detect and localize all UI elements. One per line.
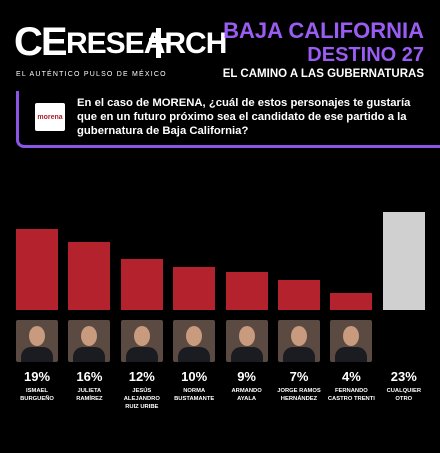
photo-head	[29, 326, 45, 346]
bar	[120, 258, 163, 310]
photo-head	[186, 326, 203, 346]
value-label: 9%	[237, 369, 256, 384]
photo-body	[335, 347, 368, 362]
photo-body	[283, 347, 315, 362]
bar	[382, 212, 425, 310]
category-label: NORMA BUSTAMANTE	[174, 388, 215, 402]
bar	[16, 229, 58, 310]
value-label: 4%	[341, 369, 361, 384]
category-label: ISMAEL BURGUEÑO	[20, 388, 54, 402]
tagline: EL AUTÉNTICO PULSO DE MÉXICO	[16, 71, 167, 78]
logo-research: RESEARCH	[66, 27, 227, 60]
value-label: 10%	[181, 369, 208, 384]
candidate-photo	[278, 320, 320, 362]
question-box	[16, 91, 440, 148]
photo-head	[238, 326, 255, 346]
bar	[330, 292, 373, 310]
logo-plus	[156, 28, 161, 58]
photo-body	[178, 347, 211, 362]
category-label: FERNANDO CASTRO TRENTI	[327, 388, 375, 402]
bar	[173, 267, 216, 310]
candidate-photo	[330, 320, 373, 362]
category-label: CUALQUIER OTRO	[386, 388, 422, 402]
value-label: 12%	[128, 369, 155, 384]
bar	[68, 241, 111, 310]
value-label: 16%	[76, 369, 103, 384]
bar	[225, 271, 268, 310]
photo-head	[343, 326, 360, 346]
value-label: 23%	[390, 369, 417, 384]
bar	[278, 280, 320, 310]
value-label: 19%	[23, 369, 51, 384]
candidate-photo	[173, 320, 216, 362]
value-label: 7%	[289, 369, 309, 384]
photo-body	[73, 347, 106, 362]
candidate-photo	[68, 320, 111, 362]
party-logo: morena	[35, 103, 65, 131]
candidate-photo	[225, 320, 268, 362]
photo-head	[81, 326, 98, 346]
logo-ce: CE	[14, 20, 68, 64]
logo-plus	[149, 38, 167, 43]
category-label: JORGE RAMOS HERNÁNDEZ	[277, 388, 321, 402]
photo-body	[125, 347, 158, 362]
candidate-photo	[120, 320, 163, 362]
photo-body	[230, 347, 263, 362]
series-name: EL CAMINO A LAS GUBERNATURAS	[222, 68, 424, 80]
photo-head	[133, 326, 150, 346]
photo-head	[291, 326, 307, 346]
question: En el caso de MORENA, ¿cuál de estos per…	[77, 97, 411, 137]
edition-title: DESTINO 27	[307, 44, 424, 66]
category-label: JESÚS ALEJANDRO RUIZ URIBE	[123, 388, 160, 410]
candidate-photo	[16, 320, 58, 362]
photo-body	[21, 347, 53, 362]
category-label: ARMANDO AYALA	[231, 388, 262, 402]
region-title: BAJA CALIFORNIA	[223, 18, 424, 43]
category-label: JULIETA RAMÍREZ	[76, 388, 103, 402]
